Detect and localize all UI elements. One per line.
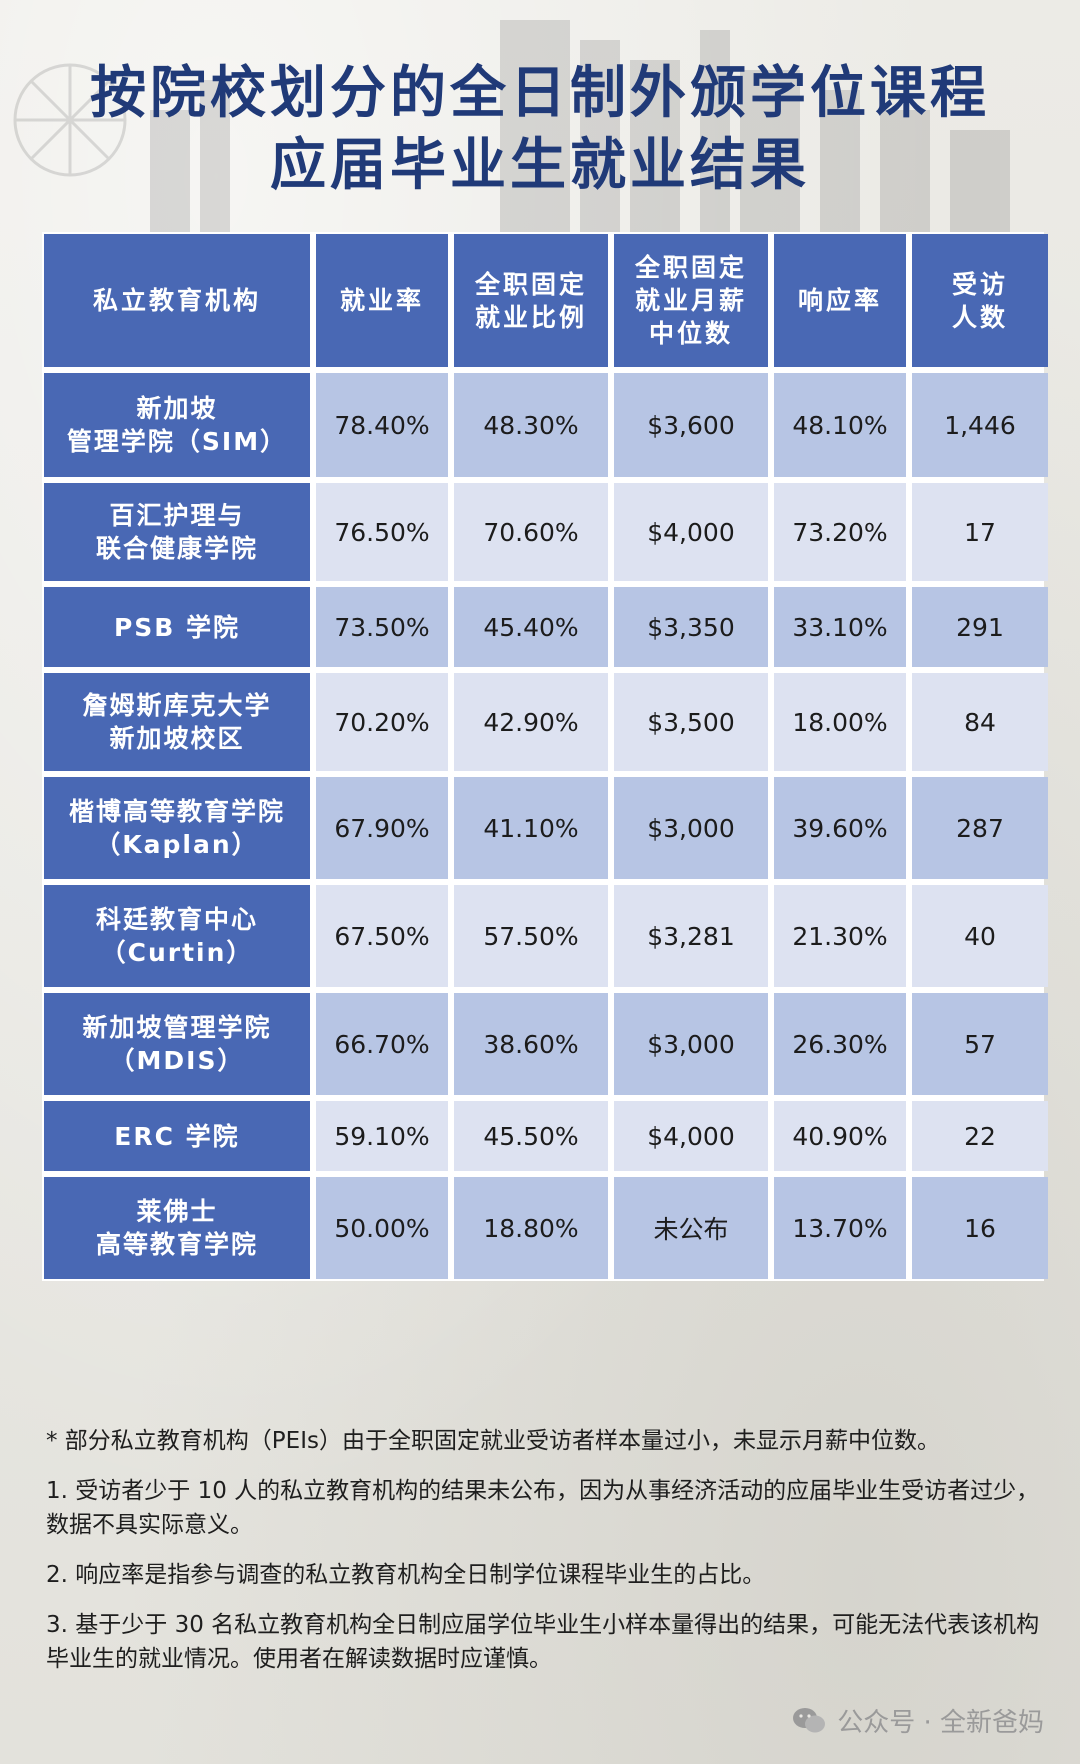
cell-fulltime-ratio: 41.10% [454,777,608,879]
cell-institution: 楷博高等教育学院 （Kaplan） [44,777,310,879]
cell-respondents: 17 [912,483,1048,581]
cell-employment-rate: 70.20% [316,673,448,771]
cell-fulltime-ratio: 45.50% [454,1101,608,1171]
cell-fulltime-ratio: 70.60% [454,483,608,581]
cell-employment-rate: 78.40% [316,373,448,477]
cell-response-rate: 73.20% [774,483,906,581]
cell-institution: 百汇护理与 联合健康学院 [44,483,310,581]
cell-median-salary: $3,600 [614,373,768,477]
title-line-2: 应届毕业生就业结果 [270,133,810,198]
footnote-1: 1. 受访者少于 10 人的私立教育机构的结果未公布，因为从事经济活动的应届毕业… [46,1478,1040,1538]
cell-fulltime-ratio: 42.90% [454,673,608,771]
cell-institution: PSB 学院 [44,587,310,667]
cell-institution: 科廷教育中心 （Curtin） [44,885,310,987]
title-line-1: 按院校划分的全日制外颁学位课程 [90,61,990,126]
watermark-text: 公众号 · 全新爸妈 [837,1708,1044,1738]
cell-institution: 新加坡 管理学院（SIM） [44,373,310,477]
cell-response-rate: 40.90% [774,1101,906,1171]
employment-table: 私立教育机构 就业率 全职固定 就业比例 全职固定 就业月薪 中位数 响应率 受… [42,232,1048,1281]
watermark: 公众号 · 全新爸妈 [791,1702,1044,1739]
header-institution: 私立教育机构 [44,234,310,367]
header-response-rate: 响应率 [774,234,906,367]
cell-response-rate: 21.30% [774,885,906,987]
cell-median-salary: $3,500 [614,673,768,771]
cell-median-salary: $3,000 [614,777,768,879]
cell-response-rate: 39.60% [774,777,906,879]
cell-fulltime-ratio: 45.40% [454,587,608,667]
cell-median-salary: $4,000 [614,1101,768,1171]
cell-respondents: 40 [912,885,1048,987]
cell-institution: 莱佛士 高等教育学院 [44,1177,310,1279]
cell-median-salary: $3,350 [614,587,768,667]
cell-median-salary: 未公布 [614,1177,768,1279]
cell-respondents: 84 [912,673,1048,771]
footnote-asterisk: * 部分私立教育机构（PEIs）由于全职固定就业受访者样本量过小，未显示月薪中位… [46,1428,940,1454]
cell-employment-rate: 76.50% [316,483,448,581]
cell-employment-rate: 66.70% [316,993,448,1095]
page-title: 按院校划分的全日制外颁学位课程 应届毕业生就业结果 [0,58,1080,202]
cell-institution: 新加坡管理学院 （MDIS） [44,993,310,1095]
cell-median-salary: $3,281 [614,885,768,987]
cell-fulltime-ratio: 48.30% [454,373,608,477]
cell-respondents: 1,446 [912,373,1048,477]
cell-respondents: 291 [912,587,1048,667]
cell-respondents: 287 [912,777,1048,879]
cell-respondents: 22 [912,1101,1048,1171]
cell-employment-rate: 73.50% [316,587,448,667]
cell-response-rate: 48.10% [774,373,906,477]
cell-fulltime-ratio: 18.80% [454,1177,608,1279]
cell-fulltime-ratio: 38.60% [454,993,608,1095]
cell-employment-rate: 59.10% [316,1101,448,1171]
footnote-2: 2. 响应率是指参与调查的私立教育机构全日制学位课程毕业生的占比。 [46,1562,766,1588]
cell-institution: 詹姆斯库克大学 新加坡校区 [44,673,310,771]
cell-median-salary: $4,000 [614,483,768,581]
cell-response-rate: 13.70% [774,1177,906,1279]
wechat-icon [793,1707,826,1732]
cell-fulltime-ratio: 57.50% [454,885,608,987]
cell-employment-rate: 67.50% [316,885,448,987]
header-fulltime-ratio: 全职固定 就业比例 [454,234,608,367]
cell-median-salary: $3,000 [614,993,768,1095]
header-respondents: 受访 人数 [912,234,1048,367]
cell-response-rate: 26.30% [774,993,906,1095]
header-employment-rate: 就业率 [316,234,448,367]
footnotes: * 部分私立教育机构（PEIs）由于全职固定就业受访者样本量过小，未显示月薪中位… [46,1424,1046,1692]
cell-response-rate: 18.00% [774,673,906,771]
cell-response-rate: 33.10% [774,587,906,667]
cell-employment-rate: 50.00% [316,1177,448,1279]
skyline-background [13,20,1010,240]
footnote-3: 3. 基于少于 30 名私立教育机构全日制应届学位毕业生小样本量得出的结果，可能… [46,1612,1040,1672]
cell-employment-rate: 67.90% [316,777,448,879]
header-median-salary: 全职固定 就业月薪 中位数 [614,234,768,367]
cell-respondents: 16 [912,1177,1048,1279]
cell-respondents: 57 [912,993,1048,1095]
cell-institution: ERC 学院 [44,1101,310,1171]
